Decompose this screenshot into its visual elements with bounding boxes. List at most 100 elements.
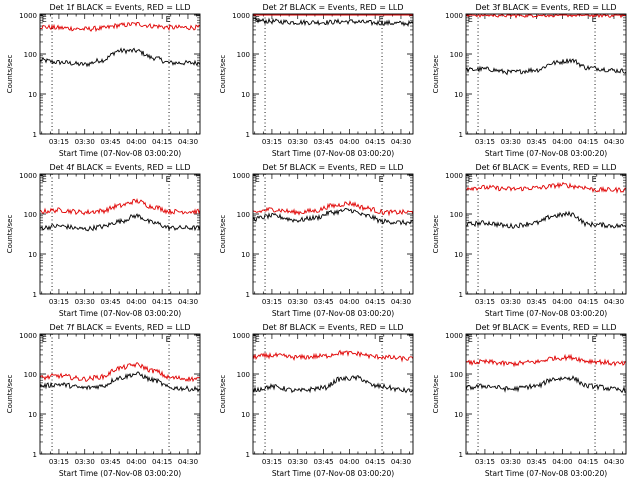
x-tick-label: 03:30 — [75, 138, 95, 146]
y-axis-label: Counts/sec — [219, 215, 227, 254]
panel-title: Det 7f BLACK = Events, RED = LLD — [49, 323, 190, 332]
events-series-line — [40, 213, 200, 232]
x-tick-label: 03:30 — [75, 458, 95, 466]
y-tick-label: 1 — [246, 451, 250, 459]
events-series-line — [466, 375, 626, 394]
y-tick-label: 100 — [450, 51, 463, 59]
x-tick-label: 04:15 — [578, 138, 598, 146]
panel-title: Det 6f BLACK = Events, RED = LLD — [475, 163, 616, 172]
x-tick-label: 04:00 — [552, 458, 572, 466]
event-marker-label: E — [592, 175, 597, 184]
x-tick-label: 03:45 — [526, 138, 546, 146]
x-tick-label: 04:15 — [365, 298, 385, 306]
panel-title: Det 3f BLACK = Events, RED = LLD — [475, 3, 616, 12]
lld-series-line — [40, 361, 200, 383]
x-tick-label: 04:30 — [604, 458, 624, 466]
plot-frame — [39, 13, 201, 135]
y-axis-label: Counts/sec — [432, 215, 440, 254]
event-marker-label: E — [42, 15, 47, 24]
x-tick-label: 03:15 — [49, 298, 69, 306]
x-tick-label: 04:15 — [365, 458, 385, 466]
x-tick-label: 03:30 — [288, 138, 308, 146]
x-tick-label: 04:30 — [604, 298, 624, 306]
y-tick-label: 1 — [459, 131, 463, 139]
event-marker-label: E — [42, 335, 47, 344]
y-tick-label: 1 — [459, 291, 463, 299]
y-tick-label: 1000 — [232, 172, 250, 180]
x-tick-label: 03:15 — [262, 138, 282, 146]
x-tick-label: 04:30 — [178, 458, 198, 466]
x-axis-label: Start Time (07-Nov-08 03:00:20) — [59, 149, 181, 158]
x-tick-label: 03:45 — [313, 138, 333, 146]
x-tick-label: 03:30 — [288, 298, 308, 306]
x-tick-label: 04:15 — [578, 298, 598, 306]
x-axis-label: Start Time (07-Nov-08 03:00:20) — [485, 469, 607, 478]
plot-frame — [252, 13, 414, 135]
x-tick-label: 03:45 — [313, 458, 333, 466]
events-series-line — [466, 210, 626, 230]
y-tick-label: 100 — [450, 211, 463, 219]
y-tick-label: 100 — [237, 371, 250, 379]
panel-det-1f: Det 1f BLACK = Events, RED = LLD Counts/s… — [6, 3, 201, 158]
y-tick-label: 1 — [33, 451, 37, 459]
event-marker-label: E — [379, 175, 384, 184]
y-tick-label: 10 — [454, 91, 463, 99]
lld-series-line — [253, 200, 413, 217]
event-marker-label: E — [592, 335, 597, 344]
y-tick-label: 10 — [241, 91, 250, 99]
x-tick-label: 03:45 — [100, 298, 120, 306]
y-axis-label: Counts/sec — [432, 55, 440, 94]
event-marker-label: E — [255, 175, 260, 184]
x-tick-label: 03:30 — [75, 298, 95, 306]
y-tick-label: 10 — [28, 251, 37, 259]
panel-title: Det 1f BLACK = Events, RED = LLD — [49, 3, 190, 12]
x-tick-label: 03:30 — [501, 138, 521, 146]
x-tick-label: 03:45 — [100, 458, 120, 466]
x-tick-label: 04:00 — [552, 138, 572, 146]
y-tick-label: 1000 — [19, 12, 37, 20]
panel-det-9f: Det 9f BLACK = Events, RED = LLD Counts/s… — [432, 323, 627, 478]
panel-det-2f: Det 2f BLACK = Events, RED = LLD Counts/s… — [219, 3, 414, 158]
y-tick-label: 100 — [24, 51, 37, 59]
x-tick-label: 04:30 — [178, 138, 198, 146]
x-tick-label: 04:15 — [152, 138, 172, 146]
plot-frame — [465, 173, 627, 295]
x-tick-label: 04:30 — [604, 138, 624, 146]
x-axis-label: Start Time (07-Nov-08 03:00:20) — [272, 149, 394, 158]
y-tick-label: 1000 — [19, 332, 37, 340]
lld-series-line — [40, 21, 200, 33]
y-tick-label: 100 — [24, 211, 37, 219]
x-tick-label: 04:00 — [552, 298, 572, 306]
lld-series-line — [466, 181, 626, 194]
panel-title: Det 2f BLACK = Events, RED = LLD — [262, 3, 403, 12]
event-marker-label: E — [166, 335, 171, 344]
x-tick-label: 04:00 — [126, 458, 146, 466]
x-axis-label: Start Time (07-Nov-08 03:00:20) — [59, 469, 181, 478]
events-series-line — [40, 47, 200, 68]
y-axis-label: Counts/sec — [219, 375, 227, 414]
x-tick-label: 03:45 — [526, 458, 546, 466]
y-tick-label: 10 — [454, 251, 463, 259]
panel-title: Det 9f BLACK = Events, RED = LLD — [475, 323, 616, 332]
y-tick-label: 10 — [28, 91, 37, 99]
panel-det-5f: Det 5f BLACK = Events, RED = LLD Counts/s… — [219, 163, 414, 318]
x-tick-label: 04:00 — [126, 298, 146, 306]
panel-det-4f: Det 4f BLACK = Events, RED = LLD Counts/s… — [6, 163, 201, 318]
x-tick-label: 04:15 — [578, 458, 598, 466]
y-tick-label: 1000 — [445, 12, 463, 20]
y-tick-label: 1 — [33, 291, 37, 299]
events-series-line — [253, 374, 413, 394]
event-marker-label: E — [379, 335, 384, 344]
event-marker-label: E — [468, 175, 473, 184]
x-tick-label: 04:00 — [339, 138, 359, 146]
x-tick-label: 03:30 — [501, 458, 521, 466]
panel-title: Det 8f BLACK = Events, RED = LLD — [262, 323, 403, 332]
panel-det-8f: Det 8f BLACK = Events, RED = LLD Counts/s… — [219, 323, 414, 478]
x-tick-label: 04:15 — [152, 458, 172, 466]
panel-det-6f: Det 6f BLACK = Events, RED = LLD Counts/s… — [432, 163, 627, 318]
y-tick-label: 1000 — [19, 172, 37, 180]
events-series-line — [466, 58, 626, 76]
y-axis-label: Counts/sec — [432, 375, 440, 414]
y-tick-label: 10 — [241, 411, 250, 419]
